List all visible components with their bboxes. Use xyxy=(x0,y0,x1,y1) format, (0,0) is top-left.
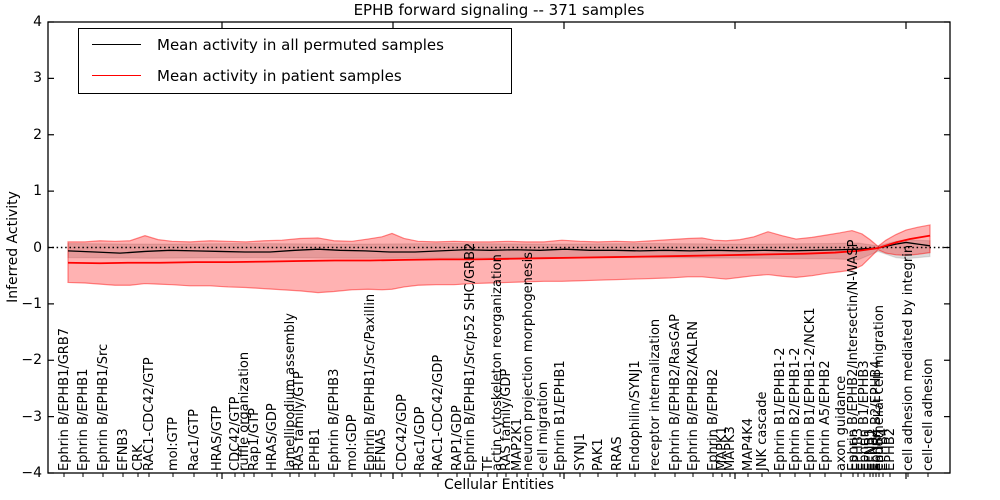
x-tick-label: CDC42/GDP xyxy=(395,393,410,471)
chart-title: EPHB forward signaling -- 371 samples xyxy=(353,1,645,19)
legend-entry-permuted: Mean activity in all permuted samples xyxy=(79,29,511,60)
legend-entry-patient: Mean activity in patient samples xyxy=(79,60,511,91)
x-tick-label: neuron projection morphogenesis xyxy=(521,252,536,471)
y-tick-label: −1 xyxy=(21,295,42,312)
x-tick-label: Endophilin/SYNJ1 xyxy=(628,360,643,471)
legend: Mean activity in all permuted samples Me… xyxy=(78,28,512,94)
x-tick-label: Ephrin B2/EPHB1-2 xyxy=(788,347,803,471)
x-tick-label: RRAS xyxy=(610,436,625,471)
x-tick-label: RAC1-CDC42/GDP xyxy=(431,354,446,471)
legend-line-patient-icon xyxy=(92,75,141,76)
x-tick-label: Ephrin B/EPHB1/Src xyxy=(96,343,111,471)
x-tick-label: cell migration xyxy=(536,381,551,471)
y-tick-label: 0 xyxy=(33,239,42,256)
x-tick-label: cell-cell adhesion xyxy=(921,358,936,471)
x-tick-label: PAK1 xyxy=(591,438,606,471)
x-tick-label: Ephrin B/EPHB1/Src/p52 SHC/GRB2 xyxy=(463,242,478,471)
x-tick-label: Ephrin B/EPHB1 xyxy=(76,368,91,471)
x-tick-label: MAP4K4 xyxy=(741,417,756,471)
patient-mean-line xyxy=(67,234,931,265)
legend-label-permuted: Mean activity in all permuted samples xyxy=(157,35,444,54)
x-tick-label: Ephrin B/EPHB2/RasGAP xyxy=(668,313,683,471)
x-tick-label: EPHB1 xyxy=(308,427,323,471)
x-tick-label: mol:GDP xyxy=(345,414,360,471)
x-tick-label: MAPK3 xyxy=(723,426,738,471)
x-tick-label: cell adhesion mediated by integrin xyxy=(901,244,916,471)
x-tick-label: Ephrin B/EPHB1/GRB7 xyxy=(57,327,72,471)
x-tick-label: JNK cascade xyxy=(755,391,770,471)
x-tick-label: HRAS/GTP xyxy=(210,405,225,471)
y-tick-label: −2 xyxy=(21,352,42,369)
x-tick-label: Ephrin B1/EPHB1-2 xyxy=(773,347,788,471)
legend-line-permuted-icon xyxy=(92,44,141,45)
y-tick-label: 1 xyxy=(33,183,42,200)
x-tick-label: Ephrin A5/EPHB2 xyxy=(818,360,833,471)
x-tick-label: RAS family/GTP xyxy=(292,371,307,471)
x-tick-label: EFNB3 xyxy=(116,428,131,471)
y-tick-label: 4 xyxy=(33,14,42,30)
permuted-mean-line xyxy=(67,241,931,254)
x-tick-label: EFNA5 xyxy=(374,428,389,471)
y-tick-label: 2 xyxy=(33,126,42,143)
x-tick-label: Ephrin B1/EPHB1 xyxy=(553,360,568,471)
x-tick-label: Ephrin B/EPHB2/KALRN xyxy=(686,321,701,471)
x-tick-label: EPHB2 xyxy=(883,427,898,471)
x-tick-label: Ephrin B1/EPHB1-2/NCK1 xyxy=(803,307,818,471)
x-tick-label: Rap1/GTP xyxy=(247,407,262,471)
x-tick-label: receptor internalization xyxy=(648,318,663,471)
y-tick-label: −3 xyxy=(21,408,42,425)
y-tick-label: −4 xyxy=(21,465,42,481)
x-tick-label: Ephrin B/EPHB3 xyxy=(327,368,342,471)
x-tick-label: RAC1-CDC42/GTP xyxy=(142,357,157,471)
x-axis-label: Cellular Entities xyxy=(443,477,555,493)
y-tick-label: 3 xyxy=(33,70,42,87)
x-tick-label: Rac1/GDP xyxy=(413,406,428,471)
x-tick-label: HRAS/GDP xyxy=(265,403,280,471)
x-tick-label: mol:GTP xyxy=(166,417,181,471)
legend-label-patient: Mean activity in patient samples xyxy=(157,66,402,85)
x-tick-label: SYNJ1 xyxy=(573,432,588,471)
x-tick-label: Rac1/GTP xyxy=(187,409,202,471)
